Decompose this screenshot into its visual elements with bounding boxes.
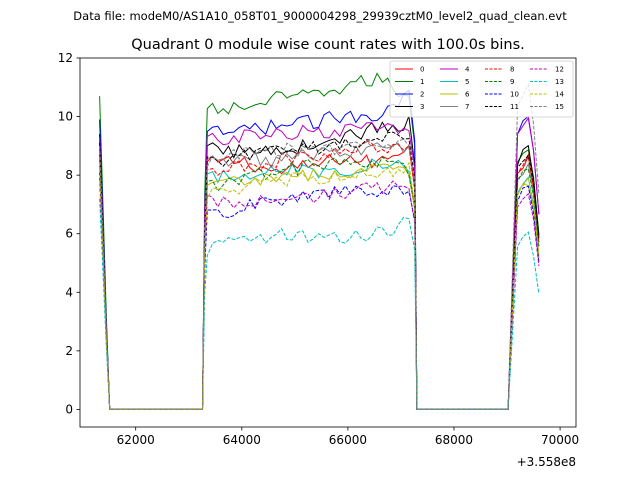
legend-label-1: 1 [420,78,424,86]
legend-label-6: 6 [465,91,470,99]
series-line-5 [99,157,540,410]
legend-label-11: 11 [510,103,519,111]
series-line-10 [99,172,540,410]
series-line-14 [99,161,540,410]
legend-label-9: 9 [510,78,514,86]
y-tick-label: 2 [65,344,73,358]
series-line-11 [99,131,540,410]
series-line-12 [99,178,540,410]
y-tick-label: 8 [65,168,73,182]
legend-label-15: 15 [555,103,564,111]
series-line-4 [99,116,540,410]
series-line-3 [99,115,540,410]
legend-label-12: 12 [555,66,564,74]
x-tick-label: 68000 [435,433,473,447]
legend-label-10: 10 [510,91,519,99]
suptitle: Data file: modeM0/AS1A10_058T01_90000042… [73,9,567,23]
series-line-9 [99,154,540,410]
series-line-0 [99,139,540,410]
legend-label-8: 8 [510,66,514,74]
axes-frame [79,57,577,428]
chart-title: Quadrant 0 module wise count rates with … [131,37,525,53]
series-line-7 [99,142,540,410]
y-tick-label: 0 [65,402,73,416]
x-tick-label: 62000 [117,433,155,447]
y-tick-label: 4 [65,285,73,299]
x-tick-label: 66000 [329,433,367,447]
legend-label-2: 2 [420,91,424,99]
legend-label-0: 0 [420,66,424,74]
y-tick-label: 12 [58,51,73,65]
legend-label-14: 14 [555,91,564,99]
plot-area: 62000 64000 66000 68000 70000024681012012345… [58,51,579,447]
legend-label-4: 4 [465,66,470,74]
series-line-1 [99,72,540,410]
y-tick-label: 6 [65,227,73,241]
legend-box [389,60,574,118]
series-line-15 [99,82,540,410]
legend-label-5: 5 [465,78,469,86]
y-tick-label: 10 [58,110,73,124]
legend-label-13: 13 [555,78,564,86]
x-tick-label: 70000 [541,433,579,447]
x-tick-label: 64000 [223,433,261,447]
series-lines [99,72,540,410]
legend-label-7: 7 [465,103,469,111]
series-line-8 [99,140,540,410]
legend-label-3: 3 [420,103,424,111]
x-offset-label: +3.558e8 [517,455,576,469]
series-line-13 [99,198,540,410]
series-line-6 [99,163,540,410]
series-line-2 [99,89,540,410]
